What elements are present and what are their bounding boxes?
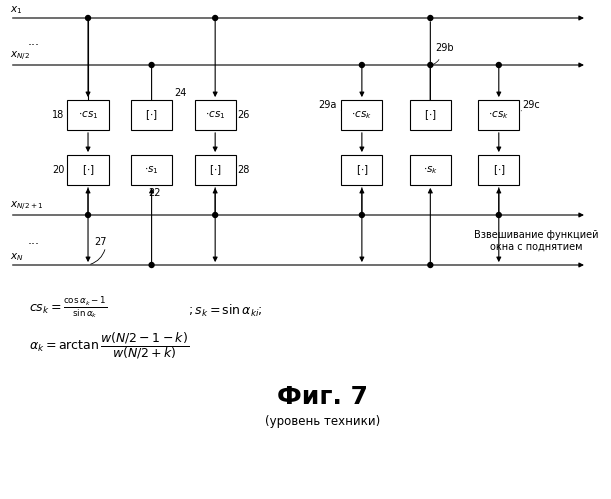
Circle shape	[86, 213, 90, 218]
Circle shape	[428, 262, 433, 267]
Circle shape	[359, 62, 364, 67]
Text: $[\cdot]$: $[\cdot]$	[209, 163, 221, 177]
Text: $x_{N/2}$: $x_{N/2}$	[10, 50, 30, 63]
Text: (уровень техники): (уровень техники)	[265, 415, 381, 428]
Text: $[\cdot]$: $[\cdot]$	[82, 163, 94, 177]
Text: $[\cdot]$: $[\cdot]$	[492, 163, 505, 177]
Circle shape	[428, 15, 433, 20]
Text: $\cdot s_1$: $\cdot s_1$	[144, 164, 159, 176]
Text: 28: 28	[238, 165, 250, 175]
Bar	[195, 100, 236, 130]
Text: $[\cdot]$: $[\cdot]$	[145, 108, 158, 122]
Text: $; s_k = \sin\alpha_{ki};$: $; s_k = \sin\alpha_{ki};$	[188, 303, 263, 319]
Circle shape	[213, 213, 218, 218]
Text: 29c: 29c	[522, 100, 540, 110]
Text: 29b: 29b	[435, 43, 454, 53]
Text: $x_{N/2+1}$: $x_{N/2+1}$	[10, 200, 43, 213]
Text: ...: ...	[27, 35, 39, 48]
Text: Фиг. 7: Фиг. 7	[277, 385, 368, 409]
Bar	[195, 155, 236, 185]
Bar	[410, 155, 451, 185]
Text: $\cdot cs_1$: $\cdot cs_1$	[205, 109, 225, 121]
Bar	[131, 100, 172, 130]
Text: $x_1$: $x_1$	[10, 4, 22, 16]
Text: $\cdot cs_k$: $\cdot cs_k$	[351, 109, 372, 121]
Circle shape	[149, 262, 154, 267]
Circle shape	[496, 62, 501, 67]
Bar	[342, 100, 382, 130]
Bar	[67, 155, 109, 185]
Text: 24: 24	[174, 88, 186, 98]
Text: 26: 26	[238, 110, 250, 120]
Text: 20: 20	[52, 165, 65, 175]
Circle shape	[213, 15, 218, 20]
Bar	[478, 100, 519, 130]
Circle shape	[496, 213, 501, 218]
Bar	[67, 100, 109, 130]
Text: 18: 18	[53, 110, 65, 120]
Bar	[478, 155, 519, 185]
Text: Взвешивание функцией
окна с поднятием: Взвешивание функцией окна с поднятием	[474, 230, 598, 251]
Text: $cs_k = \frac{\cos\alpha_{k}-1}{\sin\alpha_{k}}$: $cs_k = \frac{\cos\alpha_{k}-1}{\sin\alp…	[29, 295, 108, 320]
Text: 27: 27	[94, 237, 106, 247]
Bar	[131, 155, 172, 185]
Text: 22: 22	[148, 188, 161, 198]
Bar	[342, 155, 382, 185]
Text: $\cdot cs_k$: $\cdot cs_k$	[488, 109, 509, 121]
Text: $x_N$: $x_N$	[10, 251, 23, 263]
Bar	[410, 100, 451, 130]
Text: $[\cdot]$: $[\cdot]$	[424, 108, 437, 122]
Circle shape	[359, 213, 364, 218]
Text: ...: ...	[27, 234, 39, 247]
Circle shape	[149, 62, 154, 67]
Text: $[\cdot]$: $[\cdot]$	[356, 163, 368, 177]
Text: $\alpha_k = \arctan\dfrac{w(N/2-1-k)}{w(N/2+k)}$: $\alpha_k = \arctan\dfrac{w(N/2-1-k)}{w(…	[29, 330, 189, 361]
Text: $\cdot cs_1$: $\cdot cs_1$	[78, 109, 98, 121]
Circle shape	[86, 15, 90, 20]
Circle shape	[428, 62, 433, 67]
Text: 29a: 29a	[318, 100, 337, 110]
Text: $\cdot s_k$: $\cdot s_k$	[423, 164, 438, 176]
